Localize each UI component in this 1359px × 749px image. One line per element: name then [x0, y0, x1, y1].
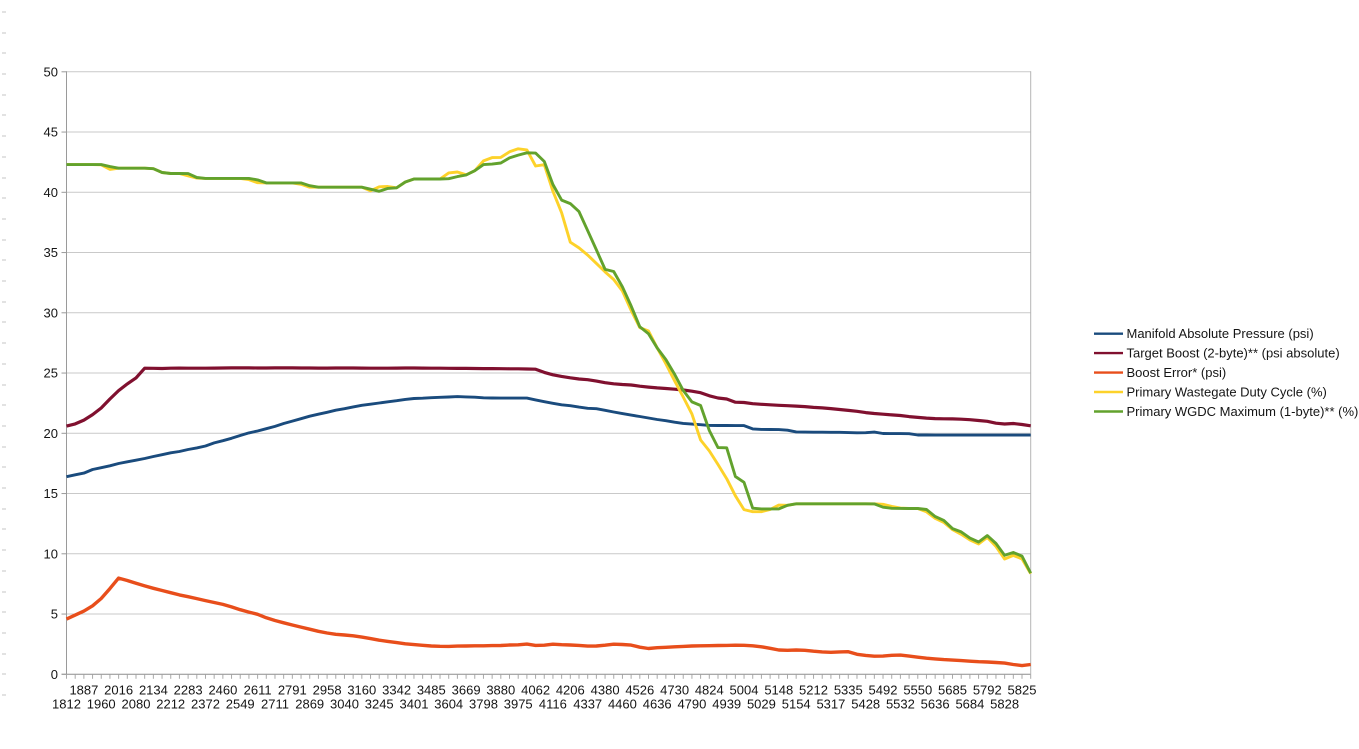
svg-text:3160: 3160 — [347, 683, 376, 698]
svg-text:Boost Error* (psi): Boost Error* (psi) — [1127, 365, 1227, 380]
svg-text:50: 50 — [44, 64, 58, 79]
svg-text:4790: 4790 — [677, 697, 706, 712]
svg-text:5532: 5532 — [886, 697, 915, 712]
svg-text:40: 40 — [44, 185, 58, 200]
svg-text:2212: 2212 — [156, 697, 185, 712]
svg-text:3975: 3975 — [504, 697, 533, 712]
svg-text:1960: 1960 — [87, 697, 116, 712]
svg-text:20: 20 — [44, 426, 58, 441]
svg-text:Manifold Absolute Pressure (ps: Manifold Absolute Pressure (psi) — [1127, 326, 1314, 341]
svg-text:30: 30 — [44, 305, 58, 320]
svg-text:5685: 5685 — [938, 683, 967, 698]
svg-text:2711: 2711 — [261, 697, 289, 712]
svg-text:3604: 3604 — [434, 697, 463, 712]
svg-text:3798: 3798 — [469, 697, 498, 712]
svg-text:4526: 4526 — [625, 683, 654, 698]
svg-text:3669: 3669 — [452, 683, 481, 698]
svg-text:3880: 3880 — [486, 683, 515, 698]
svg-text:2016: 2016 — [104, 683, 133, 698]
svg-text:3245: 3245 — [365, 697, 394, 712]
svg-text:2791: 2791 — [278, 683, 307, 698]
svg-text:3342: 3342 — [382, 683, 411, 698]
svg-text:25: 25 — [44, 366, 58, 381]
svg-text:4337: 4337 — [573, 697, 602, 712]
svg-text:5154: 5154 — [782, 697, 811, 712]
svg-text:2869: 2869 — [295, 697, 324, 712]
svg-text:2958: 2958 — [313, 683, 342, 698]
svg-text:5335: 5335 — [834, 683, 863, 698]
svg-text:2134: 2134 — [139, 683, 168, 698]
svg-text:4939: 4939 — [712, 697, 741, 712]
svg-text:4636: 4636 — [643, 697, 672, 712]
svg-text:2080: 2080 — [122, 697, 151, 712]
svg-text:1887: 1887 — [69, 683, 98, 698]
svg-text:4116: 4116 — [539, 697, 567, 712]
svg-text:2549: 2549 — [226, 697, 255, 712]
svg-text:3040: 3040 — [330, 697, 359, 712]
svg-text:2611: 2611 — [244, 683, 272, 698]
svg-text:5317: 5317 — [816, 697, 845, 712]
svg-text:5550: 5550 — [903, 683, 932, 698]
svg-text:4824: 4824 — [695, 683, 724, 698]
svg-text:3485: 3485 — [417, 683, 446, 698]
svg-text:5825: 5825 — [1008, 683, 1037, 698]
svg-text:5828: 5828 — [990, 697, 1019, 712]
svg-text:4460: 4460 — [608, 697, 637, 712]
svg-text:5684: 5684 — [955, 697, 984, 712]
svg-text:5792: 5792 — [973, 683, 1002, 698]
svg-text:5492: 5492 — [869, 683, 898, 698]
svg-text:4730: 4730 — [660, 683, 689, 698]
svg-text:2460: 2460 — [208, 683, 237, 698]
svg-text:3401: 3401 — [400, 697, 429, 712]
svg-text:5: 5 — [51, 607, 58, 622]
svg-text:5212: 5212 — [799, 683, 828, 698]
svg-text:1812: 1812 — [52, 697, 81, 712]
svg-text:Target Boost (2-byte)** (psi a: Target Boost (2-byte)** (psi absolute) — [1127, 346, 1340, 361]
svg-text:4380: 4380 — [591, 683, 620, 698]
svg-text:Primary WGDC Maximum (1-byte)*: Primary WGDC Maximum (1-byte)** (%) — [1127, 404, 1359, 419]
svg-text:5004: 5004 — [730, 683, 759, 698]
svg-text:45: 45 — [44, 125, 58, 140]
svg-text:10: 10 — [44, 546, 58, 561]
svg-text:5428: 5428 — [851, 697, 880, 712]
svg-text:35: 35 — [44, 245, 58, 260]
svg-text:5636: 5636 — [921, 697, 950, 712]
svg-text:4062: 4062 — [521, 683, 550, 698]
svg-text:2372: 2372 — [191, 697, 220, 712]
svg-text:5148: 5148 — [764, 683, 793, 698]
svg-text:Primary Wastegate Duty Cycle (: Primary Wastegate Duty Cycle (%) — [1127, 385, 1327, 400]
svg-text:0: 0 — [51, 667, 58, 682]
svg-text:5029: 5029 — [747, 697, 776, 712]
svg-text:15: 15 — [44, 486, 58, 501]
svg-text:2283: 2283 — [174, 683, 203, 698]
svg-text:4206: 4206 — [556, 683, 585, 698]
